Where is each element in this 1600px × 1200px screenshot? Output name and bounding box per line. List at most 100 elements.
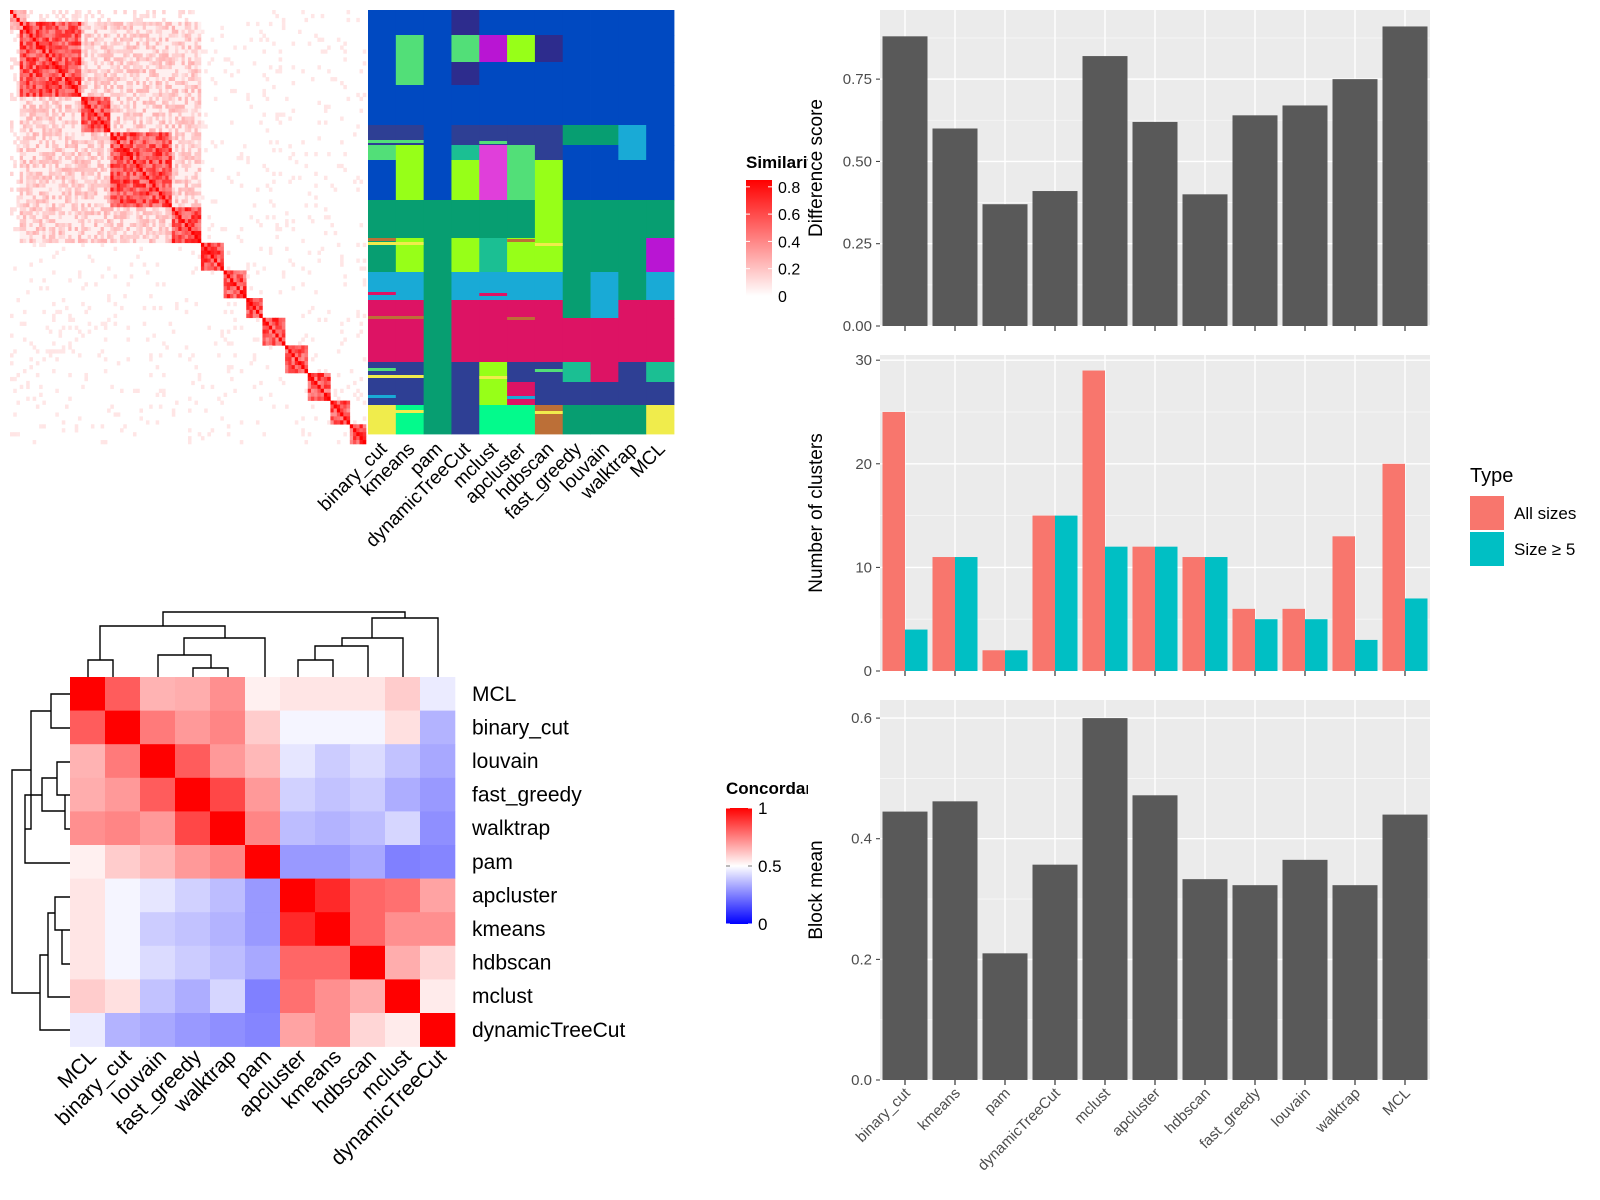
similarity-cell: [35, 132, 40, 137]
similarity-cell: [181, 29, 186, 34]
similarity-cell: [304, 17, 309, 23]
similarity-cell: [19, 203, 24, 208]
similarity-cell: [110, 238, 114, 244]
similarity-cell: [304, 365, 309, 370]
similarity-cell: [10, 155, 14, 161]
similarity-cell: [142, 33, 147, 38]
similarity-cell: [126, 211, 131, 216]
similarity-cell: [175, 238, 179, 244]
similarity-cell: [90, 171, 95, 177]
similarity-cell: [268, 341, 273, 346]
similarity-cell: [181, 65, 186, 70]
similarity-cell: [149, 195, 153, 200]
similarity-cell: [61, 159, 66, 165]
similarity-cell: [162, 223, 166, 228]
similarity-cell: [90, 183, 95, 188]
similarity-cell: [155, 92, 160, 98]
cluster-assignment-cell: [423, 420, 452, 435]
similarity-cell: [68, 199, 72, 204]
similarity-cell: [22, 140, 27, 145]
similarity-cell: [194, 128, 199, 133]
similarity-cell: [145, 104, 150, 109]
similarity-cell: [362, 258, 367, 263]
similarity-cell: [94, 112, 98, 117]
similarity-cell: [314, 388, 318, 394]
bar-size-5: [1305, 619, 1328, 671]
concordance-cell: [105, 744, 141, 779]
cluster-assignment-cell: [423, 300, 452, 319]
similarity-cell: [142, 175, 147, 180]
similarity-cell: [152, 108, 156, 113]
similarity-cell: [158, 77, 163, 82]
similarity-cell: [29, 49, 33, 54]
similarity-cell: [217, 242, 221, 248]
similarity-cell: [45, 159, 50, 165]
similarity-cell: [48, 203, 53, 208]
similarity-cell: [353, 440, 357, 445]
similarity-cell: [74, 88, 79, 94]
similarity-cell: [132, 148, 137, 153]
similarity-cell: [333, 392, 338, 397]
similarity-cell: [100, 155, 105, 161]
similarity-cell: [29, 53, 33, 58]
concordance-cell: [210, 744, 246, 779]
similarity-cell: [145, 33, 150, 38]
similarity-cell: [77, 45, 82, 50]
similarity-cell: [116, 167, 121, 173]
similarity-cell: [132, 207, 137, 212]
similarity-cell: [113, 21, 118, 27]
similarity-cell: [94, 199, 98, 204]
similarity-cell: [139, 65, 143, 70]
similarity-cell: [149, 128, 153, 133]
similarity-cell: [155, 53, 160, 58]
similarity-cell: [35, 171, 40, 177]
similarity-cell: [223, 286, 228, 291]
similarity-cell: [301, 10, 305, 15]
similarity-cell: [178, 144, 182, 149]
similarity-cell: [90, 148, 95, 153]
similarity-cell: [323, 396, 328, 401]
similarity-cell: [45, 238, 50, 244]
similarity-cell: [29, 179, 33, 184]
similarity-cell: [132, 41, 137, 46]
similarity-cell: [61, 81, 66, 86]
similarity-cell: [155, 100, 160, 105]
similarity-cell: [142, 108, 147, 113]
similarity-cell: [29, 152, 33, 157]
similarity-cell: [353, 424, 357, 429]
bar-size-5: [905, 629, 928, 671]
similarity-cell: [126, 163, 131, 169]
similarity-cell: [129, 49, 134, 54]
similarity-cell: [107, 163, 111, 169]
similarity-cell: [58, 230, 63, 236]
similarity-cell: [158, 108, 163, 113]
similarity-cell: [77, 183, 82, 188]
similarity-cell: [42, 25, 46, 31]
similarity-cell: [346, 384, 351, 390]
similarity-cell: [120, 179, 124, 184]
bar: [1132, 795, 1178, 1080]
similarity-cell: [200, 49, 205, 54]
similarity-cell: [45, 21, 50, 27]
similarity-cell: [113, 45, 118, 50]
similarity-cell: [188, 96, 192, 102]
similarity-cell: [162, 61, 166, 66]
similarity-cell: [139, 100, 143, 105]
similarity-cell: [155, 77, 160, 82]
similarity-cell: [152, 88, 156, 94]
similarity-cell: [132, 215, 137, 220]
similarity-cell: [107, 25, 111, 31]
similarity-cell: [22, 238, 27, 244]
similarity-cell: [139, 88, 143, 94]
similarity-cell: [132, 136, 137, 141]
similarity-cell: [333, 408, 338, 413]
similarity-cell: [246, 96, 250, 102]
similarity-cell: [45, 61, 50, 66]
similarity-cell: [61, 428, 66, 433]
similarity-cell: [19, 148, 24, 153]
similarity-cell: [149, 61, 153, 66]
cluster-assignment-cell: [451, 272, 480, 301]
similarity-cell: [10, 120, 14, 125]
similarity-cell: [107, 132, 111, 137]
similarity-cell: [262, 432, 266, 437]
